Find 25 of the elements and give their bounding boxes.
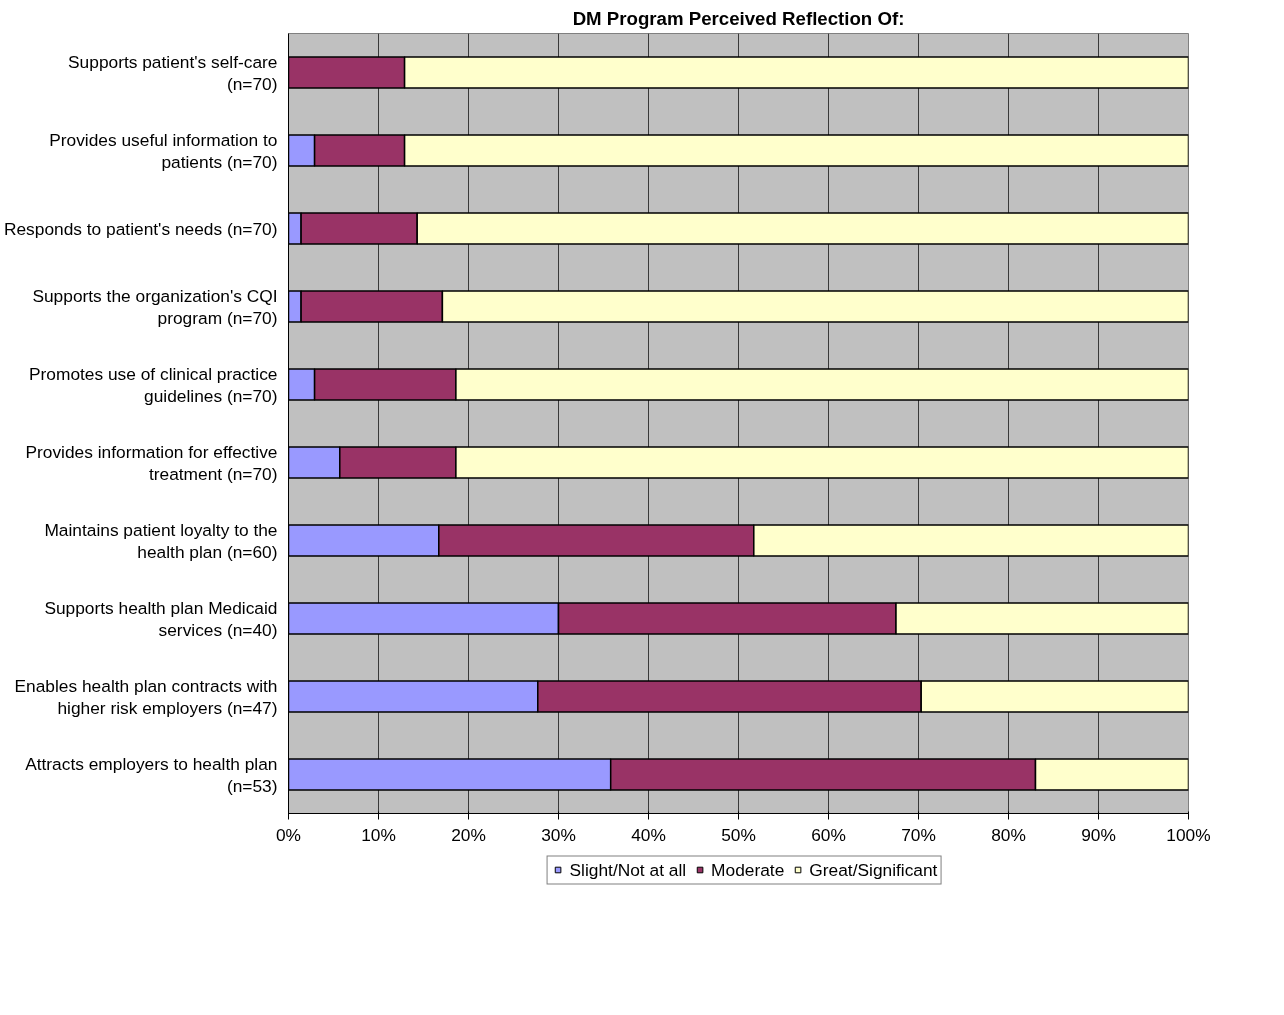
x-tick-label: 10% [361, 824, 396, 845]
x-tick-label: 20% [451, 824, 486, 845]
x-tick-label: 0% [275, 824, 302, 845]
legend-label: Great/Significant [809, 859, 938, 880]
y-tick-label: Supports the organization's CQI program (n=70) [32, 285, 278, 328]
legend-label: Slight/Not at all [569, 859, 687, 880]
y-tick-label: Provides useful information to patients (n=70) [49, 129, 278, 172]
x-tick-label: 70% [901, 824, 936, 845]
y-tick-label: Attracts employers to health plan (n=53) [25, 753, 278, 796]
legend-label: Moderate [711, 859, 785, 880]
x-tick-label: 80% [991, 824, 1026, 845]
y-tick-label: Supports health plan Medicaid services (n=40) [44, 597, 278, 640]
y-tick-label: Provides information for effective treatment (n=70) [25, 441, 278, 484]
x-tick-label: 100% [1166, 824, 1211, 845]
x-tick-label: 60% [811, 824, 846, 845]
x-tick-label: 50% [721, 824, 756, 845]
x-tick-label: 30% [541, 824, 576, 845]
y-tick-label: Supports patient's self-care (n=70) [68, 51, 278, 94]
y-tick-label: Promotes use of clinical practice guidelines (n=70) [29, 363, 278, 406]
x-tick-label: 40% [631, 824, 666, 845]
y-tick-label: Maintains patient loyalty to the health plan (n=60) [44, 519, 278, 562]
y-tick-label: Enables health plan contracts with higher risk employers (n=47) [14, 675, 278, 718]
y-tick-label: Responds to patient's needs (n=70) [3, 218, 278, 239]
x-tick-label: 90% [1081, 824, 1116, 845]
chart-title: DM Program Perceived Reflection Of: [572, 7, 905, 29]
